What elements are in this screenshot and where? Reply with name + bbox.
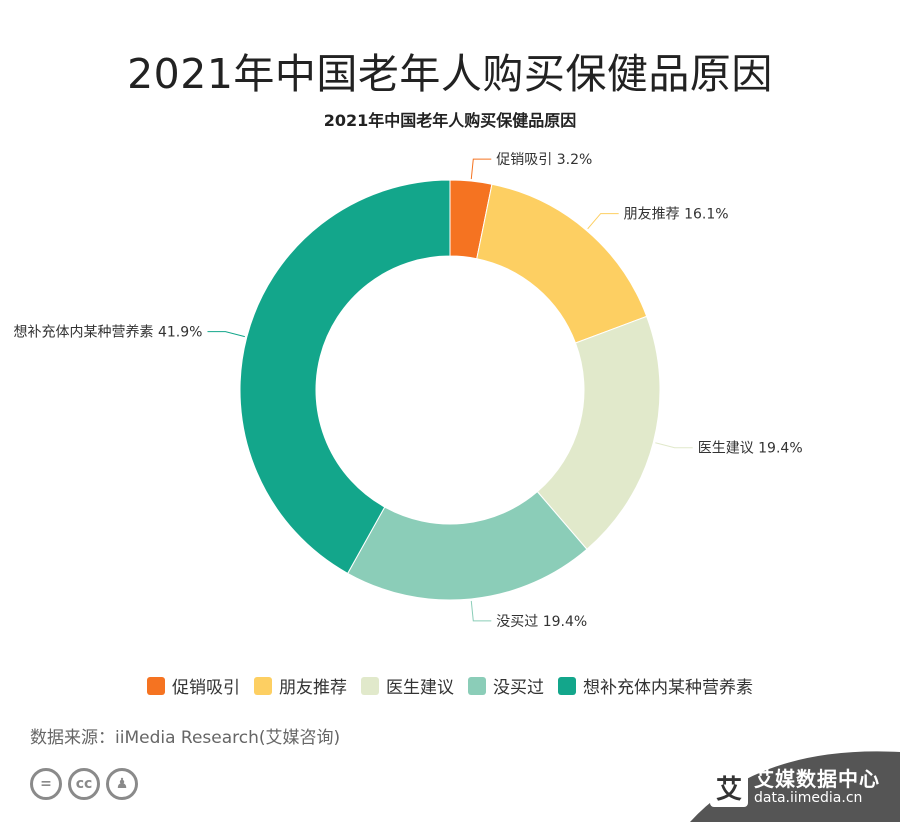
chart-labels: 促销吸引 3.2% 朋友推荐 16.1% 医生建议 19.4% 没买过 19.4% 想补… — [14, 152, 803, 630]
legend-item-1[interactable]: 促销吸引 — [147, 673, 240, 698]
legend-item-3[interactable]: 医生建议 — [361, 673, 454, 698]
slice-label-1: 促销吸引 3.2% — [496, 152, 592, 168]
person-icon: ♟ — [106, 768, 138, 800]
legend-label: 朋友推荐 — [279, 678, 347, 698]
cc-icon: cc — [68, 768, 100, 800]
legend-swatch — [361, 676, 379, 695]
legend-item-4[interactable]: 没买过 — [468, 673, 544, 698]
leader-line-1 — [470, 158, 492, 180]
chart-slices — [239, 179, 661, 601]
data-source: 数据来源：iiMedia Research(艾媒咨询) — [30, 728, 341, 748]
legend-swatch — [254, 676, 272, 695]
slice-label-2: 朋友推荐 16.1% — [624, 207, 729, 223]
slice-3 — [536, 315, 661, 550]
equals-icon: = — [30, 768, 62, 800]
legend-item-5[interactable]: 想补充体内某种营养素 — [558, 673, 753, 698]
leader-line-4 — [470, 600, 492, 622]
slice-label-3: 医生建议 19.4% — [698, 441, 803, 457]
brand: 艾 艾媒数据中心 data.iimedia.cn — [710, 768, 880, 807]
legend-label: 促销吸引 — [172, 678, 240, 698]
license-icons: = cc ♟ — [30, 768, 138, 800]
legend-swatch — [558, 676, 576, 695]
leader-line-5 — [207, 331, 245, 338]
chart-legend: 促销吸引 朋友推荐 医生建议 没买过 想补充体内某种营养素 — [0, 673, 900, 698]
leader-line-2 — [587, 213, 619, 230]
leader-line-3 — [655, 442, 693, 449]
brand-logo: 艾 — [710, 768, 748, 807]
slice-label-4: 没买过 19.4% — [496, 614, 587, 630]
chart-title: 2021年中国老年人购买保健品原因 — [324, 111, 577, 130]
brand-name: 艾媒数据中心 — [754, 767, 880, 791]
brand-url: data.iimedia.cn — [754, 790, 863, 806]
legend-item-2[interactable]: 朋友推荐 — [254, 673, 347, 698]
legend-label: 医生建议 — [386, 678, 454, 698]
page-title: 2021年中国老年人购买保健品原因 — [127, 50, 773, 98]
legend-label: 想补充体内某种营养素 — [583, 678, 753, 698]
slice-label-5: 想补充体内某种营养素 41.9% — [14, 325, 203, 341]
slice-5 — [239, 179, 451, 575]
legend-label: 没买过 — [493, 678, 544, 698]
donut-chart: 2021年中国老年人购买保健品原因 促销吸引 3.2% 朋友推荐 16.1% 医生建… — [14, 111, 803, 630]
legend-swatch — [468, 676, 486, 695]
slice-4 — [346, 490, 588, 601]
legend-swatch — [147, 676, 165, 695]
